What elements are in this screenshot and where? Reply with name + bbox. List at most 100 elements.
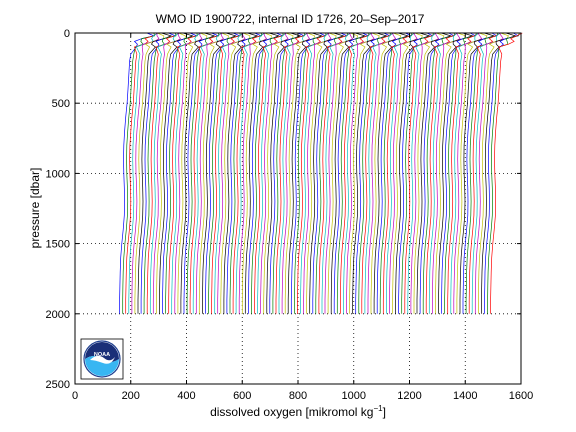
grid-lines [75, 33, 521, 384]
x-tick-label: 400 [177, 390, 195, 402]
oxygen-profile-line [244, 32, 280, 314]
oxygen-profile-line [140, 32, 177, 314]
oxygen-profile-line [119, 32, 155, 314]
oxygen-profile-line [413, 32, 445, 314]
oxygen-profile-line [226, 32, 263, 314]
oxygen-profile-line [398, 32, 434, 314]
oxygen-profile-line [202, 32, 237, 314]
y-tick-label: 1500 [46, 239, 70, 251]
y-axis: 0 500 1000 1500 2000 2500 [46, 28, 521, 391]
y-tick-label: 1000 [46, 168, 70, 180]
oxygen-profile-line [137, 32, 172, 314]
oxygen-profile-line [134, 32, 165, 314]
oxygen-profile-line [312, 32, 348, 314]
oxygen-profile-line [462, 32, 498, 314]
oxygen-profile-line [355, 32, 391, 314]
oxygen-profile-line [346, 32, 375, 314]
oxygen-profile-line [198, 32, 229, 314]
oxygen-profile-line [459, 32, 495, 314]
oxygen-profile-line [364, 32, 394, 314]
y-tick-label: 2000 [46, 309, 70, 321]
x-axis: 0 200 400 600 800 1000 1200 1400 1600 [72, 33, 533, 402]
oxygen-profile-line [162, 32, 198, 314]
x-tick-label: 800 [289, 390, 307, 402]
oxygen-profile-line [435, 32, 467, 314]
oxygen-profile-line [290, 32, 327, 314]
oxygen-profile-line [367, 32, 397, 314]
oxygen-profile-line [490, 32, 523, 314]
x-tick-label: 600 [233, 390, 251, 402]
oxygen-profile-line [263, 32, 294, 314]
oxygen-profile-line [149, 32, 180, 314]
oxygen-profile-line [278, 32, 309, 314]
oxygen-profile-line [330, 32, 366, 314]
oxygen-profile-line [309, 32, 345, 314]
y-tick-label: 0 [64, 28, 70, 40]
oxygen-profile-line [324, 32, 354, 314]
oxygen-profile-line [303, 32, 332, 314]
oxygen-profile-line [281, 32, 311, 314]
oxygen-profile-line [217, 32, 246, 314]
oxygen-profile-line [471, 32, 501, 314]
x-tick-label: 1600 [509, 390, 533, 402]
oxygen-profile-line [171, 32, 202, 314]
chart-title: WMO ID 1900722, internal ID 1726, 20–Sep… [156, 12, 425, 26]
oxygen-profile-line [481, 32, 517, 314]
oxygen-profile-line [370, 32, 402, 314]
logo-wordmark: NOAA [94, 352, 110, 358]
oxygen-profile-line [327, 32, 359, 314]
x-tick-label: 1200 [397, 390, 421, 402]
oxygen-profile-line [287, 32, 323, 314]
oxygen-profile-line [269, 32, 306, 314]
oxygen-profiles [119, 32, 523, 314]
oxygen-profile-line [238, 32, 268, 314]
oxygen-profile-line [453, 32, 483, 314]
oxygen-profile-line [432, 32, 461, 314]
x-tick-label: 1400 [453, 390, 477, 402]
oxygen-profile-line [441, 32, 477, 314]
oxygen-profile-line [410, 32, 440, 314]
oxygen-profile-line [192, 32, 223, 314]
oxygen-profile-line [419, 32, 456, 314]
oxygen-profile-line [248, 32, 284, 314]
oxygen-profile-line [152, 32, 181, 314]
y-axis-label: pressure [dbar] [28, 168, 42, 249]
oxygen-profile-line [220, 32, 251, 314]
oxygen-profile-line [306, 32, 337, 314]
oxygen-profile-line [257, 32, 287, 314]
oxygen-profile-line [214, 32, 244, 314]
x-tick-label: 1000 [342, 390, 366, 402]
logo-bird [90, 355, 115, 364]
oxygen-profile-line [180, 32, 216, 314]
oxygen-profile-line [484, 32, 520, 314]
oxygen-profile-line [321, 32, 351, 314]
oxygen-profile-line [223, 32, 259, 314]
oxygen-profile-line [131, 33, 160, 314]
y-tick-label: 500 [52, 98, 70, 110]
oxygen-profile-line [174, 32, 203, 314]
oxygen-profile-line [373, 32, 409, 314]
oxygen-profile-line [241, 32, 272, 314]
oxygen-profile-line [352, 32, 388, 314]
x-axis-label: dissolved oxygen [mikromol kg−1] [210, 404, 386, 419]
x-tick-label: 200 [122, 390, 140, 402]
x-tick-label: 0 [72, 390, 78, 402]
oxygen-profile-line [349, 32, 380, 314]
oxygen-profile-line [205, 32, 241, 314]
oxygen-profile-line [392, 32, 423, 314]
oxygen-profile-line [343, 32, 373, 314]
oxygen-profile-line [177, 32, 208, 314]
oxygen-profile-line [438, 32, 474, 314]
oxygen-profile-line [156, 32, 186, 314]
noaa-logo: NOAA [80, 338, 124, 380]
oxygen-profile-line [260, 32, 289, 314]
oxygen-profile-line [389, 32, 418, 314]
oxygen-profile-line [450, 32, 480, 314]
oxygen-profile-line [416, 32, 452, 314]
logo-lower [85, 356, 119, 376]
oxygen-profile-line [407, 32, 437, 314]
oxygen-profile-line [235, 32, 266, 314]
oxygen-profile-line [478, 32, 510, 314]
oxygen-profile-line [333, 32, 370, 314]
